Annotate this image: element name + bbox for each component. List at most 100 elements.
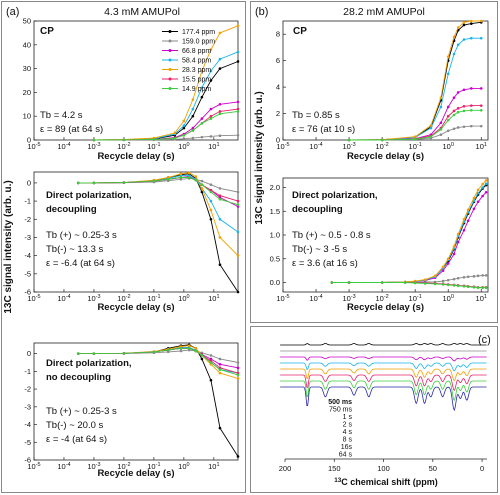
data-point	[191, 98, 195, 101]
x-tick-label: 10-1	[409, 142, 422, 151]
data-point	[484, 190, 488, 194]
x-axis-label: Recycle delay (s)	[347, 151, 424, 162]
y-tick-label: 10	[23, 112, 31, 121]
data-point	[472, 285, 476, 289]
data-point	[452, 35, 456, 39]
data-point	[470, 87, 473, 90]
annotation: Tb(-) ~ 13.3 s	[46, 244, 104, 255]
legend-label: 177.4 ppm	[182, 29, 215, 36]
series-line-14-9-ppm	[78, 347, 239, 376]
data-point	[76, 181, 80, 185]
data-point	[236, 190, 240, 194]
data-point	[439, 105, 443, 109]
data-point	[439, 96, 443, 99]
y-tick-label: -3	[24, 233, 31, 242]
data-point	[218, 197, 222, 201]
annotation: ε = -4 (at 64 s)	[46, 434, 107, 445]
data-point	[456, 232, 460, 236]
spectrum-legend-label: 1 s	[343, 414, 353, 421]
data-point	[200, 86, 204, 89]
data-point	[191, 129, 195, 132]
panel-a-tag: (a)	[6, 6, 19, 18]
x-tick-label: 10-5	[27, 294, 40, 303]
data-point	[446, 72, 450, 76]
data-point	[462, 109, 466, 113]
data-point	[347, 138, 351, 142]
data-point	[200, 69, 204, 73]
data-point	[236, 133, 240, 137]
data-point	[439, 128, 443, 131]
data-point	[218, 263, 222, 267]
data-point	[429, 135, 433, 138]
data-point	[380, 281, 384, 284]
series-line-177-4-ppm	[349, 21, 482, 141]
legend-label: 15.5 ppm	[182, 77, 211, 84]
x-tick-label: 10-5	[27, 142, 40, 151]
data-point	[122, 181, 126, 184]
data-point	[218, 103, 222, 106]
x-tick-label: 10-4	[57, 142, 70, 151]
panel-a-title: 4.3 mM AMUPol	[104, 6, 180, 18]
data-point	[191, 126, 195, 130]
x-tick-label: 0	[480, 464, 484, 473]
chart-title: CP	[293, 26, 307, 37]
data-point	[179, 177, 183, 181]
data-point	[218, 194, 222, 197]
data-point	[423, 278, 427, 281]
data-point	[439, 133, 443, 137]
data-point	[191, 114, 195, 118]
y-tick-label: 0	[276, 136, 280, 145]
data-point	[92, 138, 96, 142]
y-tick-label: 6	[276, 56, 280, 65]
chart-title: CP	[40, 26, 54, 37]
data-point	[209, 69, 213, 73]
spectrum-legend-label: 4 s	[343, 429, 353, 436]
y-tick-label: 30	[23, 64, 31, 73]
data-point	[236, 110, 240, 113]
legend-marker	[168, 77, 172, 81]
y-tick-label: -6	[24, 288, 31, 297]
x-tick-label: 10-1	[147, 142, 160, 151]
data-point	[218, 426, 222, 430]
data-point	[209, 117, 213, 120]
x-tick-label: 10-4	[309, 294, 322, 303]
data-point	[462, 125, 466, 129]
y-tick-label: 4	[276, 83, 280, 92]
series-line-66-8-ppm	[349, 87, 482, 141]
data-point	[194, 349, 198, 353]
data-point	[76, 352, 80, 355]
data-point	[452, 277, 456, 281]
y-tick-label: 20	[23, 88, 31, 97]
y-tick-label: 0	[27, 178, 31, 187]
data-point	[179, 347, 183, 350]
data-point	[200, 183, 204, 187]
data-point	[479, 104, 483, 107]
data-point	[200, 354, 204, 357]
data-point	[462, 21, 466, 24]
data-point	[152, 179, 156, 183]
annotation: Tb = 0.85 s	[292, 110, 340, 121]
series-line-14-9-ppm	[78, 177, 239, 206]
data-point	[330, 281, 334, 284]
annotation: Tb (+) ~ 0.25-3 s	[46, 406, 117, 417]
legend-label: 159.0 ppm	[182, 39, 215, 46]
data-point	[472, 207, 476, 211]
ylabel-panel-a: 13C signal intensity (arb. u.)	[3, 180, 14, 313]
data-point	[122, 138, 126, 142]
data-point	[152, 350, 156, 354]
spectrum-trace	[280, 386, 487, 412]
x-tick-label: 10-4	[57, 294, 70, 303]
chart-b1: 10-5 10-4 10-3 10-2 10-1 100 101 0 2 4 6 8 Recycle d…	[276, 19, 489, 162]
data-point	[236, 455, 240, 458]
y-tick-label: 8	[276, 30, 280, 39]
data-point	[476, 200, 480, 204]
charts-layer: 10-5 10-4 10-3 10-2 10-1 100 10101020304050Rec…	[23, 17, 489, 487]
data-point	[466, 219, 470, 223]
data-point	[218, 112, 222, 116]
data-point	[470, 124, 473, 128]
data-point	[452, 252, 456, 256]
data-point	[236, 199, 240, 203]
data-point	[452, 245, 456, 248]
legend-marker	[168, 68, 172, 71]
data-point	[187, 347, 191, 350]
